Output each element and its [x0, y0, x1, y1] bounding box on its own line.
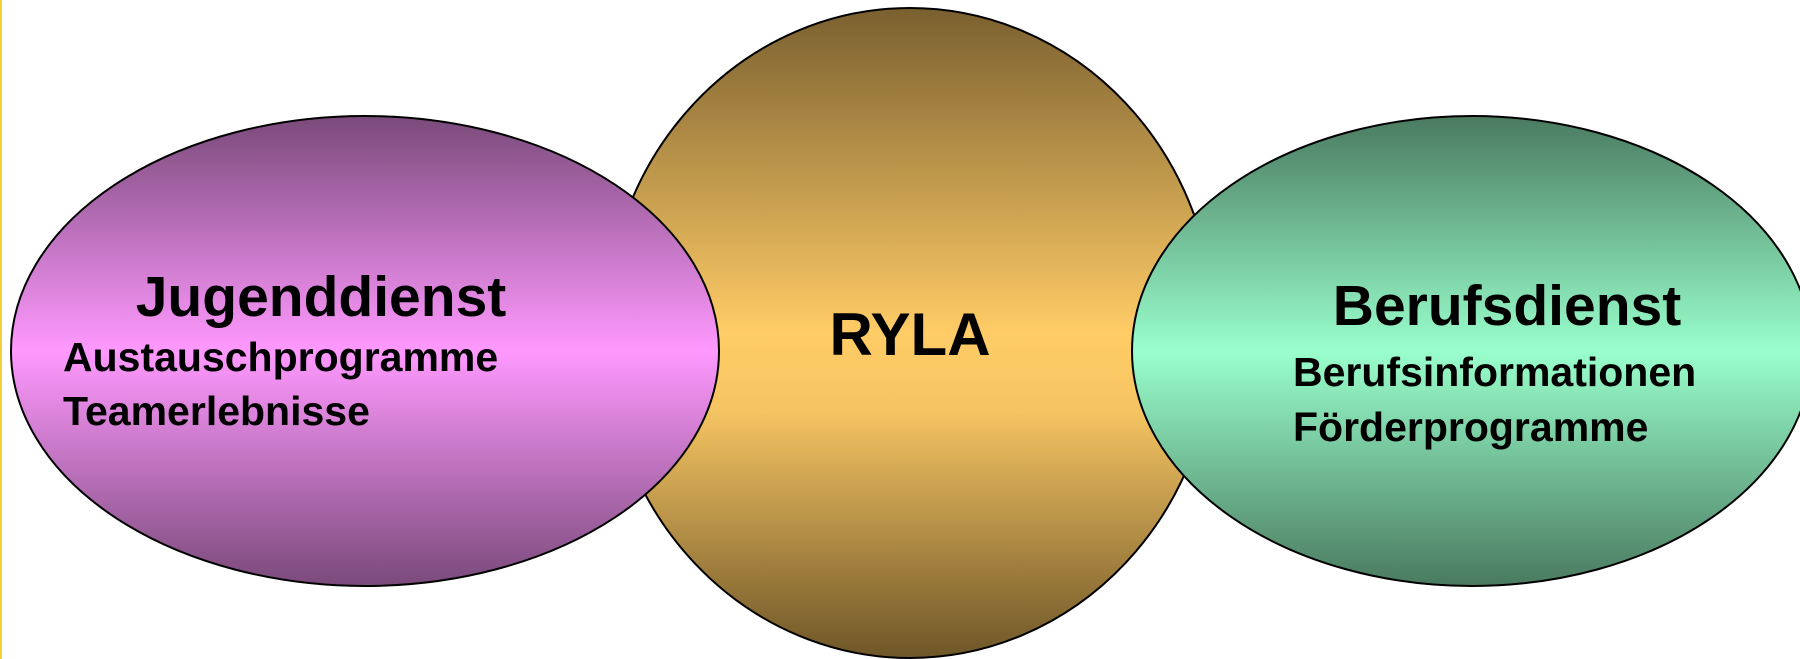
node-item: Teamerlebnisse [63, 388, 370, 434]
node-title: Berufsdienst [1333, 274, 1681, 338]
node-title: Jugenddienst [136, 265, 507, 329]
left-ellipse [10, 115, 720, 587]
node-item: Berufsinformationen [1293, 349, 1696, 395]
node-item: Förderprogramme [1293, 404, 1648, 450]
node-title: RYLA [829, 301, 990, 368]
right-ellipse [1131, 115, 1800, 587]
node-item: Austauschprogramme [63, 334, 498, 380]
